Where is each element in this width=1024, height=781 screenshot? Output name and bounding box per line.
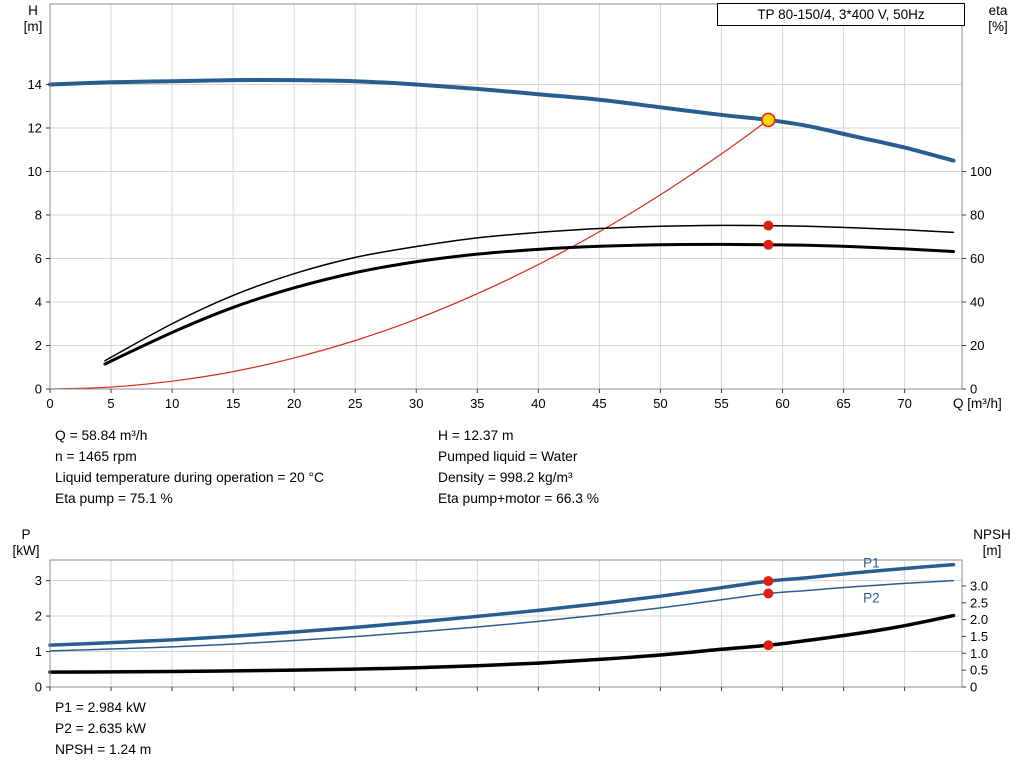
svg-text:10: 10 — [165, 396, 179, 411]
svg-text:45: 45 — [592, 396, 606, 411]
q-axis-label: Q [m³/h] — [953, 396, 1002, 412]
svg-text:60: 60 — [970, 251, 984, 266]
svg-text:0: 0 — [970, 680, 977, 695]
svg-text:10: 10 — [28, 164, 42, 179]
eta-axis-label: eta [%] — [976, 3, 1020, 35]
p-axis-unit: [kW] — [12, 543, 40, 558]
svg-text:1.0: 1.0 — [970, 646, 988, 661]
svg-text:50: 50 — [653, 396, 667, 411]
svg-text:0: 0 — [970, 382, 977, 397]
pump-model-title: TP 80-150/4, 3*400 V, 50Hz — [717, 3, 965, 26]
operating-data-line: Q = 58.84 m³/h — [55, 428, 148, 443]
svg-text:55: 55 — [714, 396, 728, 411]
svg-text:15: 15 — [226, 396, 240, 411]
svg-text:4: 4 — [35, 294, 42, 309]
svg-text:2: 2 — [35, 609, 42, 624]
npsh-axis-unit: [m] — [982, 543, 1002, 558]
operating-data-line: Pumped liquid = Water — [438, 449, 578, 464]
p-axis-label: P [kW] — [4, 527, 48, 559]
svg-text:1: 1 — [35, 644, 42, 659]
eta-axis-name: eta — [988, 3, 1008, 18]
svg-text:2.5: 2.5 — [970, 595, 988, 610]
svg-text:100: 100 — [970, 164, 992, 179]
h-axis-label: H [m] — [14, 3, 52, 35]
svg-text:2.0: 2.0 — [970, 612, 988, 627]
result-line: NPSH = 1.24 m — [55, 742, 152, 757]
svg-text:0: 0 — [46, 396, 53, 411]
svg-text:30: 30 — [409, 396, 423, 411]
svg-text:40: 40 — [970, 294, 984, 309]
q-axis-text: Q [m³/h] — [953, 396, 1002, 411]
svg-text:0: 0 — [35, 382, 42, 397]
svg-text:70: 70 — [897, 396, 911, 411]
pump-model-title-text: TP 80-150/4, 3*400 V, 50Hz — [757, 7, 925, 22]
svg-text:2: 2 — [35, 338, 42, 353]
svg-text:0: 0 — [35, 680, 42, 695]
svg-text:20: 20 — [970, 338, 984, 353]
power-npsh-results: P1 = 2.984 kW P2 = 2.635 kW NPSH = 1.24 … — [55, 697, 151, 760]
operating-data-line: n = 1465 rpm — [55, 449, 137, 464]
operating-data-line: Eta pump = 75.1 % — [55, 491, 173, 506]
h-axis-unit: [m] — [23, 19, 43, 34]
svg-text:25: 25 — [348, 396, 362, 411]
result-line: P2 = 2.635 kW — [55, 721, 146, 736]
svg-text:5: 5 — [107, 396, 114, 411]
svg-text:P1: P1 — [863, 556, 880, 571]
svg-text:8: 8 — [35, 207, 42, 222]
p-axis-name: P — [21, 527, 31, 542]
svg-text:0.5: 0.5 — [970, 663, 988, 678]
operating-data-line: Eta pump+motor = 66.3 % — [438, 491, 600, 506]
npsh-axis-label: NPSH [m] — [964, 527, 1020, 559]
eta-axis-unit: [%] — [988, 19, 1008, 34]
svg-text:P2: P2 — [863, 590, 880, 605]
svg-text:20: 20 — [287, 396, 301, 411]
svg-text:6: 6 — [35, 251, 42, 266]
npsh-axis-name: NPSH — [973, 527, 1011, 542]
svg-text:3.0: 3.0 — [970, 578, 988, 593]
operating-data-right: H = 12.37 m Pumped liquid = Water Densit… — [438, 425, 599, 509]
svg-text:35: 35 — [470, 396, 484, 411]
operating-data-line: H = 12.37 m — [438, 428, 514, 443]
svg-text:65: 65 — [836, 396, 850, 411]
svg-text:3: 3 — [35, 573, 42, 588]
operating-data-line: Density = 998.2 kg/m³ — [438, 470, 573, 485]
svg-text:14: 14 — [28, 77, 42, 92]
h-axis-name: H — [28, 3, 38, 18]
result-line: P1 = 2.984 kW — [55, 700, 146, 715]
operating-data-line: Liquid temperature during operation = 20… — [55, 470, 324, 485]
svg-text:40: 40 — [531, 396, 545, 411]
svg-text:80: 80 — [970, 207, 984, 222]
svg-text:60: 60 — [775, 396, 789, 411]
svg-text:1.5: 1.5 — [970, 629, 988, 644]
operating-data-left: Q = 58.84 m³/h n = 1465 rpm Liquid tempe… — [55, 425, 324, 509]
svg-text:12: 12 — [28, 120, 42, 135]
